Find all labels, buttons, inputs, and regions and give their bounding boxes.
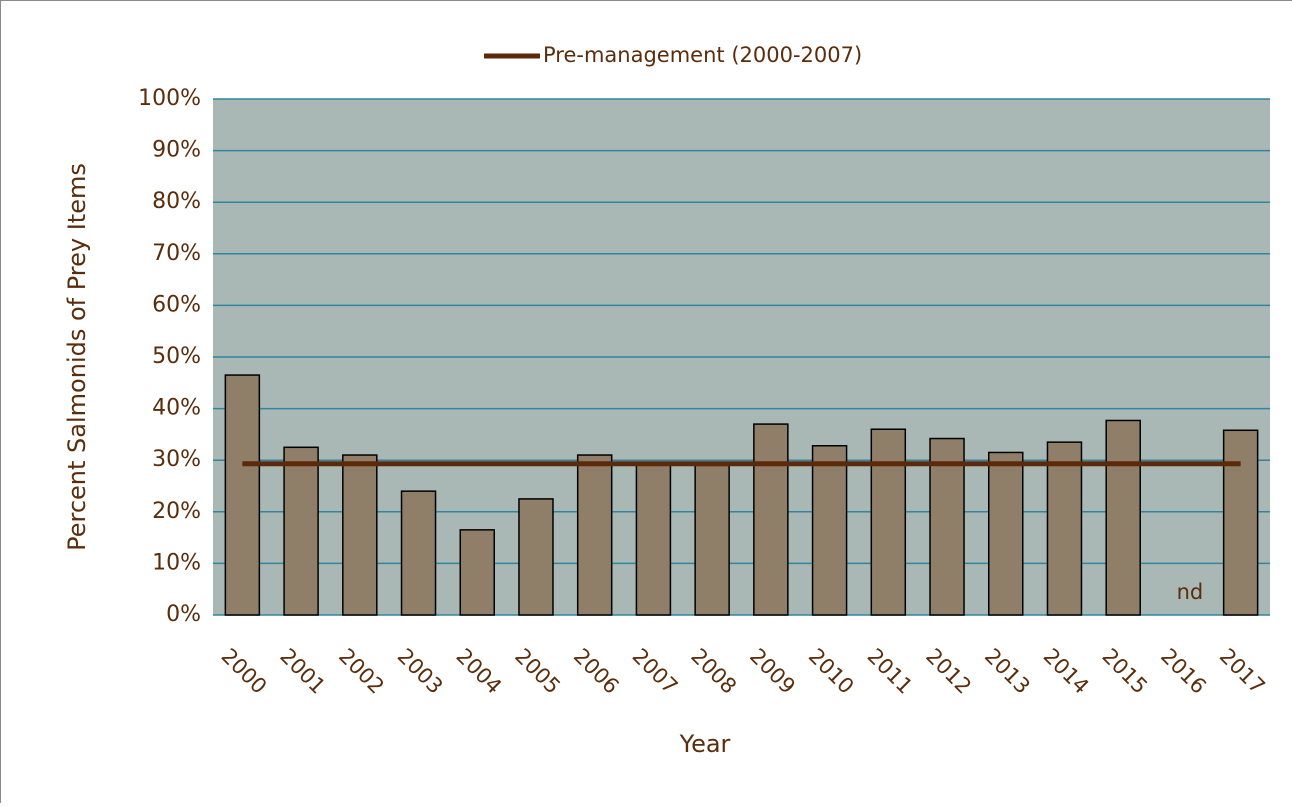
y-axis-label: Percent Salmonids of Prey Items [63, 163, 91, 551]
y-tick-label: 0% [166, 602, 201, 627]
y-tick-label: 60% [152, 292, 201, 317]
y-tick-label: 40% [152, 396, 201, 421]
bar [754, 424, 788, 615]
bar [284, 447, 318, 615]
bar [519, 499, 553, 615]
bar [402, 491, 436, 615]
bar [343, 455, 377, 615]
annotation: nd [1177, 580, 1204, 604]
bar [695, 465, 729, 615]
bar [871, 429, 905, 615]
y-tick-label: 50% [152, 344, 201, 369]
y-tick-label: 10% [152, 550, 201, 575]
y-tick-label: 20% [152, 499, 201, 524]
legend-label: Pre-management (2000-2007) [543, 43, 862, 67]
bar [1106, 420, 1140, 615]
bar [578, 455, 612, 615]
bar [636, 463, 670, 615]
bar [225, 375, 259, 615]
y-tick-label: 70% [152, 241, 201, 266]
y-tick-label: 100% [138, 86, 201, 111]
bar [989, 452, 1023, 615]
bar [1224, 430, 1258, 615]
y-tick-label: 80% [152, 189, 201, 214]
bar [813, 446, 847, 615]
bar [460, 530, 494, 615]
y-tick-label: 30% [152, 447, 201, 472]
bar [1047, 442, 1081, 615]
x-axis-label: Year [679, 730, 731, 758]
y-tick-label: 90% [152, 138, 201, 163]
